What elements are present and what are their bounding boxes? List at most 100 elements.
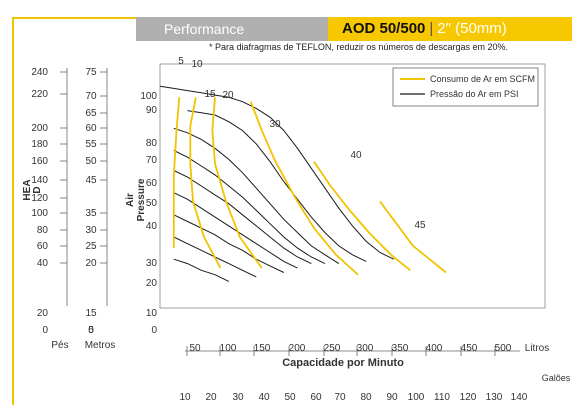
head-meters-tick-label: 35: [85, 208, 97, 219]
gallons-tick-label: 80: [360, 392, 372, 403]
head-feet-tick-label: 160: [31, 156, 48, 167]
pressure-curve-90psi: [187, 110, 367, 262]
head-feet-tick-label: 0: [42, 325, 48, 336]
head-meters-tick-label: 15: [85, 308, 97, 319]
air-consumption-curve-15scfm: [189, 97, 222, 269]
legend-box: [392, 67, 539, 107]
gallons-tick-label: 130: [486, 392, 503, 403]
gallons-tick-label: 20: [205, 392, 217, 403]
air-consumption-curve-20scfm: [211, 97, 263, 269]
scfm-label-10: 10: [191, 59, 203, 70]
chart-axes: [60, 63, 546, 356]
head-feet-tick-label: 240: [31, 67, 48, 78]
head-meters-tick-label: 0: [88, 325, 94, 336]
head-meters-tick-label: 65: [85, 108, 97, 119]
pressure-curve-100psi: [159, 85, 395, 260]
pressure-curve-80psi: [173, 127, 340, 265]
head-meters-tick-label: 25: [85, 241, 97, 252]
gallons-tick-label: 120: [460, 392, 477, 403]
liters-tick-label: 400: [426, 343, 443, 354]
head-meters-title: Metros: [85, 340, 116, 351]
head-meters-tick-label: 5: [88, 325, 94, 336]
liters-tick-label: 300: [357, 343, 374, 354]
pressure-curve-20psi: [173, 258, 230, 282]
frame-left-rule: [12, 17, 14, 405]
head-feet-tick-label: 60: [37, 241, 49, 252]
air-consumption-curve-10scfm: [172, 97, 181, 249]
head-feet-tick-label: 220: [31, 89, 48, 100]
air-pressure-tick-label: 20: [146, 278, 158, 289]
liters-tick-label: 350: [392, 343, 409, 354]
teflon-note: * Para diafragmas de TEFLON, reduzir os …: [209, 42, 508, 52]
liters-tick-label: 500: [495, 343, 512, 354]
scfm-label-45: 45: [414, 220, 426, 231]
gallons-tick-label: 60: [310, 392, 322, 403]
air-pressure-tick-label: 40: [146, 221, 158, 232]
head-meters-tick-label: 30: [85, 225, 97, 236]
head-meters-tick-label: 60: [85, 123, 97, 134]
air-consumption-curve-45scfm: [379, 200, 447, 274]
head-feet-tick-label: 80: [37, 225, 49, 236]
scfm-label-20: 20: [222, 90, 234, 101]
head-feet-tick-label: 40: [37, 258, 49, 269]
head-axis-title: HEAD: [22, 179, 43, 200]
legend-label: Consumo de Ar em SCFM: [430, 74, 535, 84]
head-meters-tick-label: 55: [85, 139, 97, 150]
chart-curves: 5 10 15 20 30 40 45: [159, 56, 447, 282]
air-pressure-tick-label: 80: [146, 138, 158, 149]
head-meters-tick-label: 50: [85, 156, 97, 167]
head-feet-tick-label: 100: [31, 208, 48, 219]
gallons-tick-label: 30: [232, 392, 244, 403]
liters-tick-label: 250: [324, 343, 341, 354]
liters-tick-label: 200: [289, 343, 306, 354]
pressure-curve-70psi: [173, 150, 326, 265]
scfm-label-30: 30: [269, 119, 281, 130]
air-consumption-curve-40scfm: [313, 161, 411, 272]
gallons-tick-label: 10: [179, 392, 191, 403]
gallons-tick-label: 70: [334, 392, 346, 403]
head-meters-tick-label: 45: [85, 175, 97, 186]
liters-tick-label: 50: [189, 343, 201, 354]
head-feet-tick-label: 20: [37, 308, 49, 319]
air-consumption-curve-30scfm: [249, 101, 359, 276]
liters-tick-label: 150: [254, 343, 271, 354]
gallons-tick-label: 40: [258, 392, 270, 403]
head-feet-tick-label: 180: [31, 139, 48, 150]
gallons-tick-label: 110: [434, 392, 450, 403]
gallons-tick-label: 100: [408, 392, 425, 403]
head-feet-title: Pés: [51, 340, 68, 351]
air-pressure-tick-label: 100: [140, 91, 157, 102]
model-name: AOD 50/500: [342, 20, 426, 37]
plot-frame: [159, 63, 546, 309]
gallons-tick-label: 50: [284, 392, 296, 403]
pressure-curve-50psi: [173, 192, 298, 269]
port-size: 2" (50mm): [437, 20, 507, 37]
chart-legend: Consumo de Ar em SCFM Pressão do Ar em PS…: [392, 67, 539, 107]
model-banner: AOD 50/500 | 2" (50mm): [328, 17, 572, 41]
liters-unit-label: Litros: [525, 343, 549, 354]
pressure-curve-40psi: [173, 214, 285, 273]
head-meters-tick-label: 20: [85, 258, 97, 269]
gallons-tick-label: 140: [511, 392, 528, 403]
air-pressure-zero-label: 0: [151, 325, 157, 336]
scfm-label-5: 5: [178, 56, 184, 67]
liters-tick-label: 450: [461, 343, 478, 354]
head-feet-tick-label: 140: [31, 175, 48, 186]
air-pressure-tick-label: 50: [146, 198, 158, 209]
liters-tick-label: 100: [220, 343, 237, 354]
chart-axis-labels: 2402202001801601401201008060402007570656…: [22, 67, 571, 403]
air-pressure-tick-label: 10: [146, 308, 158, 319]
section-title: Performance: [136, 17, 328, 41]
air-pressure-title: AirPressure: [125, 178, 147, 221]
air-pressure-tick-label: 60: [146, 178, 158, 189]
x-axis-title: Capacidade por Minuto: [282, 357, 404, 369]
pressure-curve-60psi: [173, 170, 312, 265]
gallons-tick-label: 90: [386, 392, 398, 403]
head-feet-tick-label: 120: [31, 193, 48, 204]
head-feet-tick-label: 200: [31, 123, 48, 134]
gallons-unit-label: Galões: [542, 373, 571, 383]
head-meters-tick-label: 70: [85, 91, 97, 102]
air-pressure-tick-label: 30: [146, 258, 158, 269]
legend-label: Pressão do Ar em PSI: [430, 89, 519, 99]
